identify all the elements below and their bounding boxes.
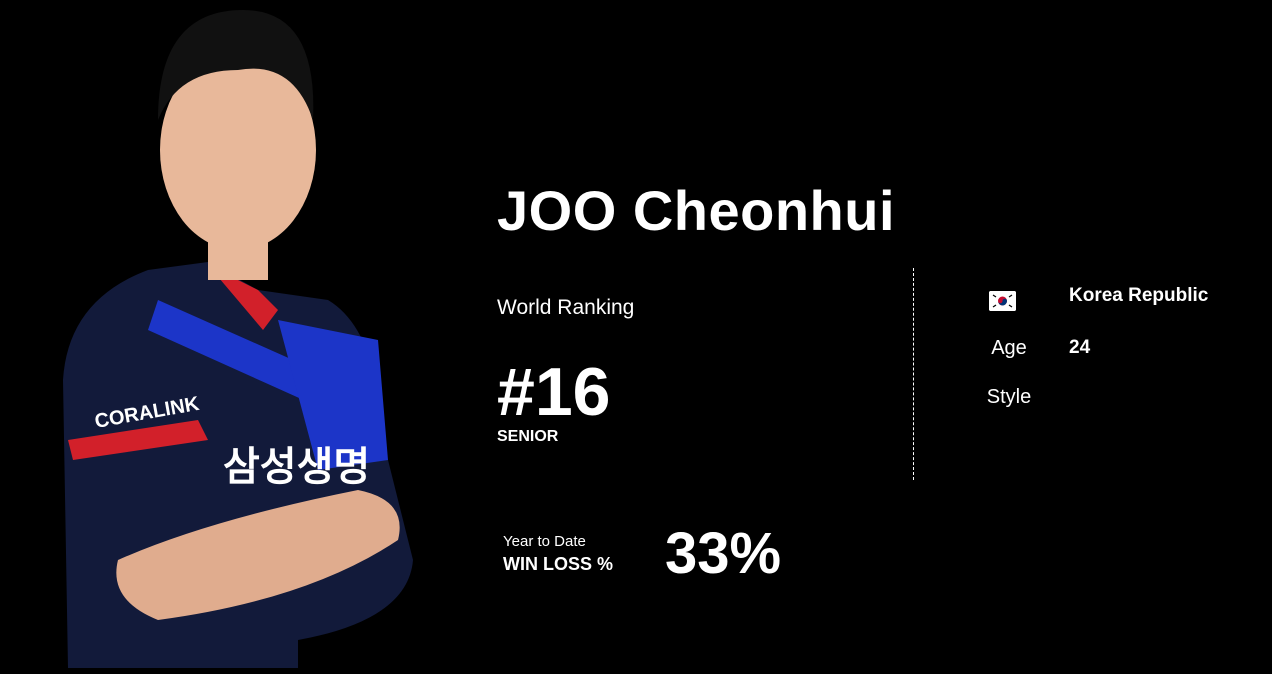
win-loss-label: WIN LOSS % bbox=[503, 554, 614, 574]
world-ranking-label: World Ranking bbox=[497, 296, 635, 319]
player-photo: CORALINK 삼성생명 bbox=[63, 10, 413, 668]
country-value: Korea Republic bbox=[1069, 285, 1209, 306]
style-label: Style bbox=[986, 386, 1032, 408]
svg-text:삼성생명: 삼성생명 bbox=[223, 444, 370, 490]
divider bbox=[913, 268, 914, 480]
age-value: 24 bbox=[1069, 337, 1091, 358]
ranking-category: SENIOR bbox=[497, 428, 559, 445]
age-label: Age bbox=[991, 337, 1027, 359]
flag-korea-icon bbox=[989, 291, 1016, 311]
ytd-label: Year to Date bbox=[503, 533, 586, 550]
win-loss-value: 33% bbox=[665, 521, 782, 586]
player-name: JOO Cheonhui bbox=[497, 179, 895, 242]
world-ranking-value: #16 bbox=[497, 354, 611, 430]
